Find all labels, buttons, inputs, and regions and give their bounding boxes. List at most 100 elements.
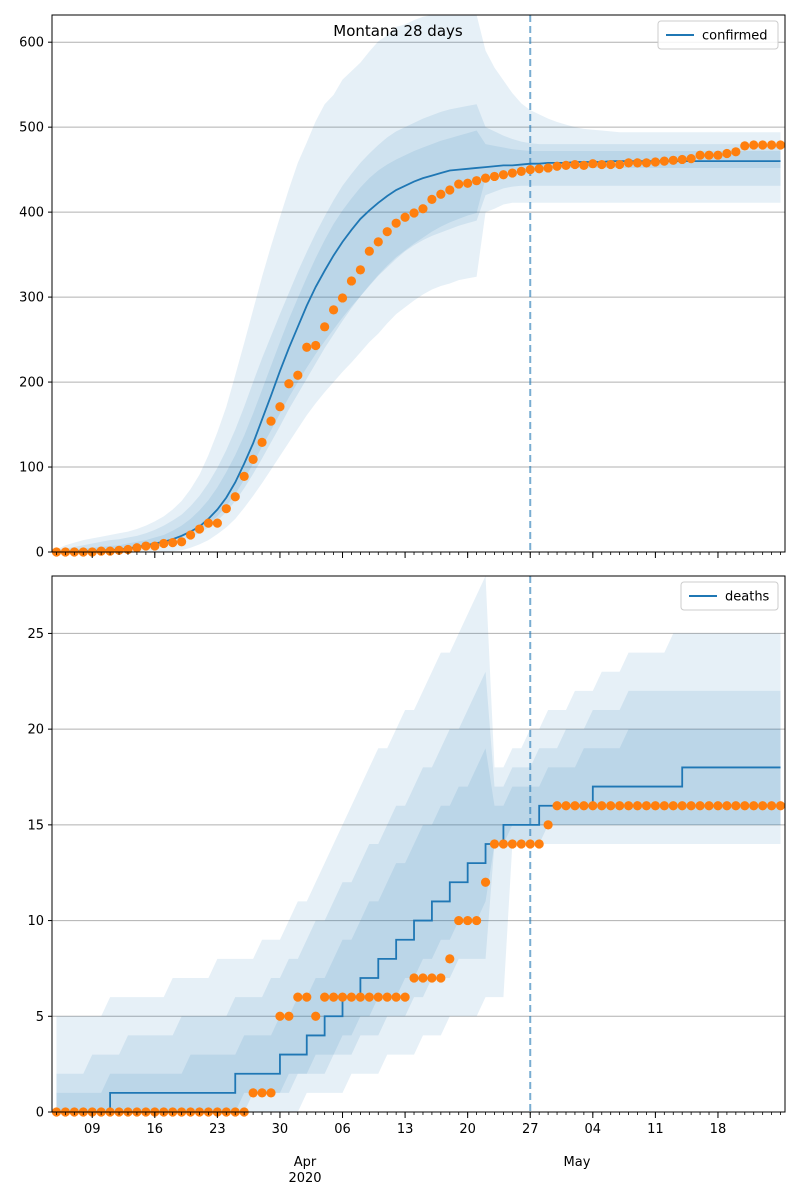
- observed-point: [480, 877, 491, 887]
- observed-point: [337, 293, 348, 303]
- observed-point: [677, 154, 687, 165]
- uncertainty-band: [56, 104, 781, 553]
- observed-point: [382, 227, 392, 237]
- observed-point: [373, 237, 383, 247]
- observed-point: [355, 265, 365, 275]
- x-tick-label: 23: [209, 1122, 226, 1137]
- y-tick-label: 25: [27, 627, 44, 642]
- x-tick-label: 18: [710, 1122, 727, 1137]
- confirmed-chart-panel: 0 100 200 300 400 500 600 confirmed: [19, 14, 786, 561]
- observed-point: [472, 915, 482, 926]
- legend-box: [680, 581, 779, 611]
- observed-point: [257, 1088, 267, 1098]
- observed-point: [185, 530, 196, 540]
- observed-point: [454, 179, 464, 189]
- observed-point: [168, 538, 178, 548]
- observed-point: [579, 160, 589, 170]
- observed-point: [141, 541, 151, 551]
- observed-point: [775, 801, 786, 811]
- observed-point: [704, 150, 714, 160]
- observed-point: [534, 839, 544, 849]
- observed-point: [766, 140, 777, 150]
- observed-point: [346, 992, 357, 1002]
- observed-point: [775, 140, 786, 150]
- observed-point: [534, 164, 544, 174]
- observed-point: [686, 153, 696, 164]
- observed-point: [722, 148, 732, 159]
- x-tick-label: 04: [585, 1122, 602, 1137]
- observed-point: [221, 504, 231, 514]
- observed-point: [632, 801, 643, 811]
- chart-title: Montana 28 days: [333, 22, 463, 40]
- observed-point: [615, 801, 625, 811]
- observed-point: [623, 158, 634, 168]
- observed-point: [579, 801, 589, 811]
- observed-point: [731, 801, 741, 811]
- legend-box: [657, 20, 779, 50]
- observed-point: [615, 159, 625, 170]
- y-tick-label: 600: [19, 36, 44, 51]
- observed-point: [409, 208, 419, 218]
- observed-point: [346, 276, 357, 286]
- observed-point: [364, 992, 374, 1002]
- observed-point: [489, 839, 500, 849]
- legend: deaths: [680, 581, 779, 611]
- y-tick-label: 10: [27, 914, 44, 929]
- observed-point: [436, 973, 446, 983]
- observed-point: [588, 159, 598, 169]
- observed-point: [659, 156, 669, 166]
- observed-point: [105, 546, 115, 556]
- x-tick-label: 09: [84, 1122, 101, 1137]
- uncertainty-band: [56, 130, 781, 553]
- observed-point: [606, 801, 616, 811]
- observed-point: [391, 992, 401, 1002]
- observed-point: [337, 992, 348, 1002]
- observed-point: [266, 1088, 276, 1098]
- observed-point: [650, 157, 660, 167]
- observed-point: [194, 524, 205, 534]
- observed-point: [382, 992, 392, 1002]
- observed-point: [328, 305, 339, 315]
- observed-point: [525, 165, 535, 175]
- observed-point: [311, 340, 321, 351]
- observed-point: [409, 973, 419, 983]
- observed-point: [418, 973, 428, 983]
- observed-point: [668, 801, 678, 811]
- observed-point: [275, 1011, 285, 1021]
- observed-point: [248, 1088, 258, 1098]
- x-month-label-apr: Apr: [294, 1155, 317, 1170]
- observed-point: [758, 801, 768, 811]
- observed-point: [203, 518, 214, 528]
- observed-point: [400, 212, 410, 222]
- uncertainty-band: [56, 15, 781, 552]
- observed-point: [132, 543, 142, 553]
- observed-point: [400, 992, 410, 1002]
- y-tick-label: 400: [19, 206, 44, 221]
- observed-point: [391, 218, 401, 228]
- observed-point: [695, 150, 705, 160]
- observed-point: [159, 538, 169, 549]
- x-month-label-may: May: [564, 1155, 591, 1170]
- observed-point: [597, 159, 607, 170]
- observed-point: [114, 545, 124, 555]
- series-line-deaths: [56, 766, 781, 1113]
- observed-point: [230, 492, 240, 502]
- observed-point: [597, 801, 607, 811]
- uncertainty-band: [56, 671, 781, 1112]
- observed-point: [284, 1011, 294, 1021]
- y-tick-label: 100: [19, 461, 44, 476]
- legend-entry-label: confirmed: [702, 29, 768, 44]
- observed-point: [480, 173, 491, 183]
- x-tick-label: 27: [522, 1122, 539, 1137]
- observed-point: [463, 178, 473, 188]
- legend: confirmed: [657, 20, 779, 50]
- observed-point: [659, 801, 669, 811]
- observed-point: [516, 166, 526, 176]
- observed-point: [561, 801, 571, 811]
- plot-frame: [51, 14, 786, 553]
- observed-point: [427, 973, 437, 983]
- observed-point: [525, 839, 535, 849]
- observed-point: [552, 161, 562, 171]
- observed-point: [606, 159, 616, 170]
- observed-point: [552, 801, 562, 811]
